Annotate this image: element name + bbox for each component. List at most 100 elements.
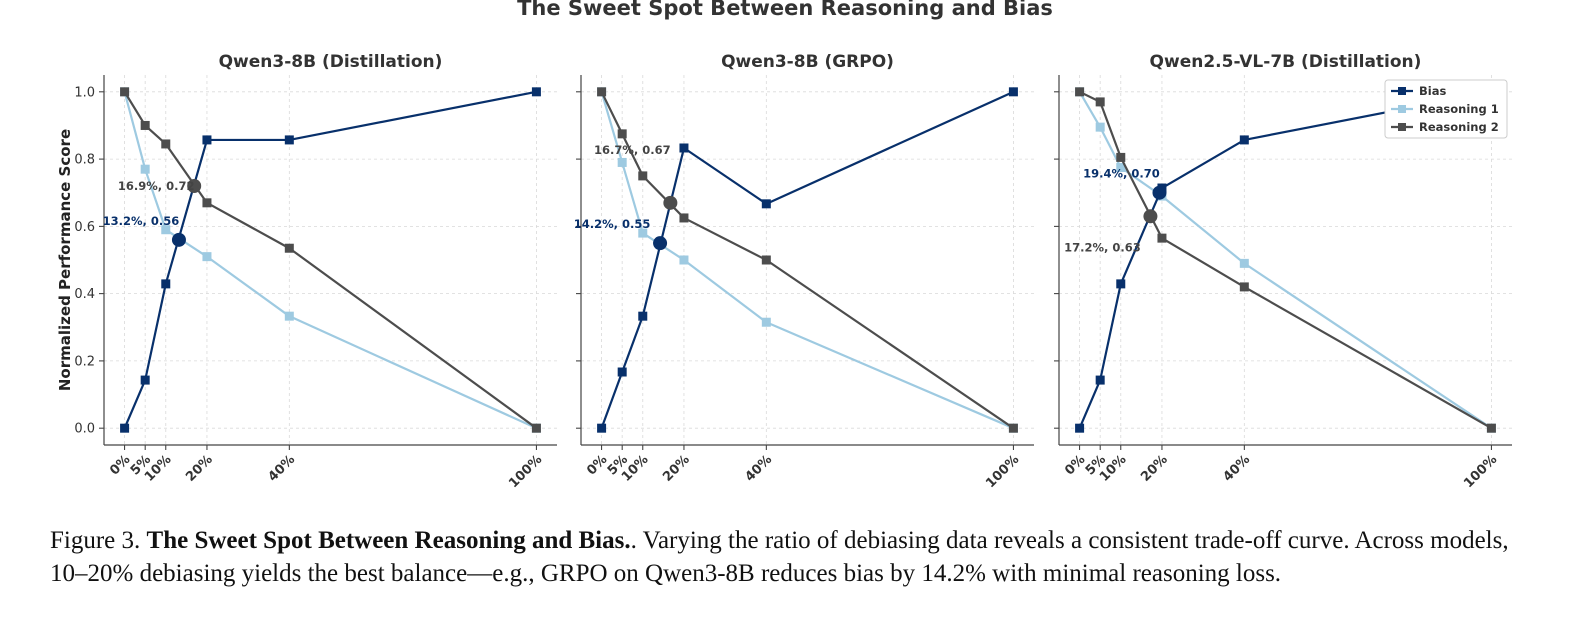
data-point-reasoning-1 xyxy=(638,228,648,238)
crossover-annotation: 13.2%, 0.56 xyxy=(103,214,180,228)
x-tick-label: 40% xyxy=(1221,452,1254,485)
series-line-bias xyxy=(1078,90,1492,429)
crossover-marker xyxy=(1143,209,1158,224)
y-tick-label: 0.6 xyxy=(74,220,95,235)
legend-marker xyxy=(1398,105,1406,113)
data-point-reasoning-2 xyxy=(284,243,294,253)
y-tick-label: 0.0 xyxy=(74,422,95,437)
caption-body: . Varying the ratio of debiasing data re… xyxy=(50,527,1509,587)
data-point-bias xyxy=(202,135,212,145)
series-line-bias xyxy=(123,90,537,429)
data-point-reasoning-1 xyxy=(140,164,150,174)
data-point-bias xyxy=(679,143,689,153)
crossover-marker xyxy=(187,179,202,193)
data-point-reasoning-1 xyxy=(1095,122,1105,132)
legend-label: Bias xyxy=(1419,84,1446,98)
x-tick-label: 40% xyxy=(266,452,299,485)
figure-suptitle: The Sweet Spot Between Reasoning and Bia… xyxy=(517,0,1053,20)
caption-prefix: Figure 3. xyxy=(50,527,147,554)
x-tick-label: 20% xyxy=(660,452,693,485)
crossover-annotation: 16.7%, 0.67 xyxy=(594,143,671,157)
crossover-marker xyxy=(653,236,668,251)
x-tick-label: 40% xyxy=(743,452,776,485)
data-point-bias xyxy=(161,279,171,289)
x-tick-label: 20% xyxy=(183,452,216,485)
data-point-reasoning-2 xyxy=(638,171,648,181)
x-tick-label: 100% xyxy=(1461,452,1500,491)
panel-title: Qwen3-8B (GRPO) xyxy=(721,52,894,72)
data-point-reasoning-2 xyxy=(1095,97,1105,107)
crossover-marker xyxy=(1152,185,1167,200)
data-point-bias xyxy=(1095,375,1105,385)
panel-title: Qwen3-8B (Distillation) xyxy=(219,52,443,72)
chart-panel-2: Qwen3-8B (GRPO)0%5%10% 20% 40% 100%16.7%, 0… xyxy=(574,52,1034,491)
data-point-reasoning-1 xyxy=(202,252,212,262)
data-point-reasoning-2 xyxy=(1075,87,1085,97)
data-point-reasoning-1 xyxy=(761,317,771,327)
data-point-bias xyxy=(120,423,130,433)
data-point-reasoning-2 xyxy=(202,198,212,208)
data-point-reasoning-1 xyxy=(617,157,627,167)
legend-box xyxy=(1384,79,1508,139)
figure-canvas: The Sweet Spot Between Reasoning and Bia… xyxy=(56,0,1512,491)
series-line-bias xyxy=(600,90,1014,429)
x-tick-label: 100% xyxy=(506,452,545,491)
chart-panel-1: Qwen3-8B (Distillation)0%5%10% 20% 40% 100%… xyxy=(74,52,557,491)
data-point-bias xyxy=(1075,423,1085,433)
data-point-reasoning-1 xyxy=(1116,163,1126,172)
data-point-reasoning-1 xyxy=(1239,258,1249,268)
data-point-bias xyxy=(1239,135,1249,145)
data-point-reasoning-2 xyxy=(1239,282,1249,292)
data-point-reasoning-2 xyxy=(617,129,627,139)
data-point-reasoning-1 xyxy=(161,225,171,235)
data-point-bias xyxy=(1116,279,1126,289)
series-line-reasoning-2 xyxy=(123,91,538,430)
x-tick-label: 20% xyxy=(1138,452,1171,485)
crossover-marker xyxy=(663,195,678,210)
crossover-annotation: 16.9%, 0.72 xyxy=(118,179,195,193)
legend-marker xyxy=(1398,87,1406,95)
series-line-reasoning-1 xyxy=(123,91,537,430)
data-point-reasoning-2 xyxy=(761,255,771,265)
series-line-reasoning-1 xyxy=(1078,91,1493,430)
data-point-bias xyxy=(531,87,541,97)
data-point-bias xyxy=(761,199,771,209)
data-point-bias xyxy=(617,367,627,377)
data-point-reasoning-2 xyxy=(120,87,130,97)
data-point-reasoning-1 xyxy=(679,255,689,265)
data-point-reasoning-2 xyxy=(597,87,607,97)
series-line-reasoning-2 xyxy=(1079,90,1492,430)
y-tick-label: 1.0 xyxy=(74,85,95,100)
data-point-reasoning-2 xyxy=(1008,423,1018,433)
data-point-bias xyxy=(1008,87,1018,97)
crossover-annotation: 14.2%, 0.55 xyxy=(574,217,651,231)
series-line-reasoning-2 xyxy=(600,91,1015,430)
data-point-reasoning-2 xyxy=(1486,423,1496,433)
chart-panel-3: Qwen2.5-VL-7B (Distillation)0%5%10% 20% 40… xyxy=(1054,52,1512,491)
legend-label: Reasoning 2 xyxy=(1419,120,1499,134)
figure-caption: Figure 3. The Sweet Spot Between Reasoni… xyxy=(50,524,1540,590)
data-point-bias xyxy=(284,135,294,145)
data-point-reasoning-2 xyxy=(531,423,541,433)
data-point-reasoning-2 xyxy=(140,120,150,130)
crossover-annotation: 17.2%, 0.63 xyxy=(1064,240,1141,254)
data-point-reasoning-2 xyxy=(1157,233,1167,243)
data-point-reasoning-2 xyxy=(161,139,171,149)
data-point-bias xyxy=(140,375,150,385)
data-point-reasoning-1 xyxy=(284,311,294,321)
data-point-bias xyxy=(597,423,607,433)
y-tick-label: 0.4 xyxy=(74,287,95,302)
x-tick-label: 100% xyxy=(983,452,1022,491)
legend-label: Reasoning 1 xyxy=(1419,102,1499,116)
caption-bold-title: The Sweet Spot Between Reasoning and Bia… xyxy=(146,527,631,554)
y-axis-label: Normalized Performance Score xyxy=(56,129,74,391)
legend: Bias Reasoning 1 Reasoning 2 xyxy=(1384,79,1508,139)
legend-marker xyxy=(1398,123,1406,131)
crossover-annotation: 19.4%, 0.70 xyxy=(1083,167,1160,181)
panel-title: Qwen2.5-VL-7B (Distillation) xyxy=(1150,52,1422,72)
crossover-marker xyxy=(171,232,186,247)
data-point-reasoning-2 xyxy=(679,213,689,223)
data-point-bias xyxy=(638,311,648,321)
data-point-reasoning-2 xyxy=(1116,152,1126,162)
y-tick-label: 0.8 xyxy=(74,153,95,168)
